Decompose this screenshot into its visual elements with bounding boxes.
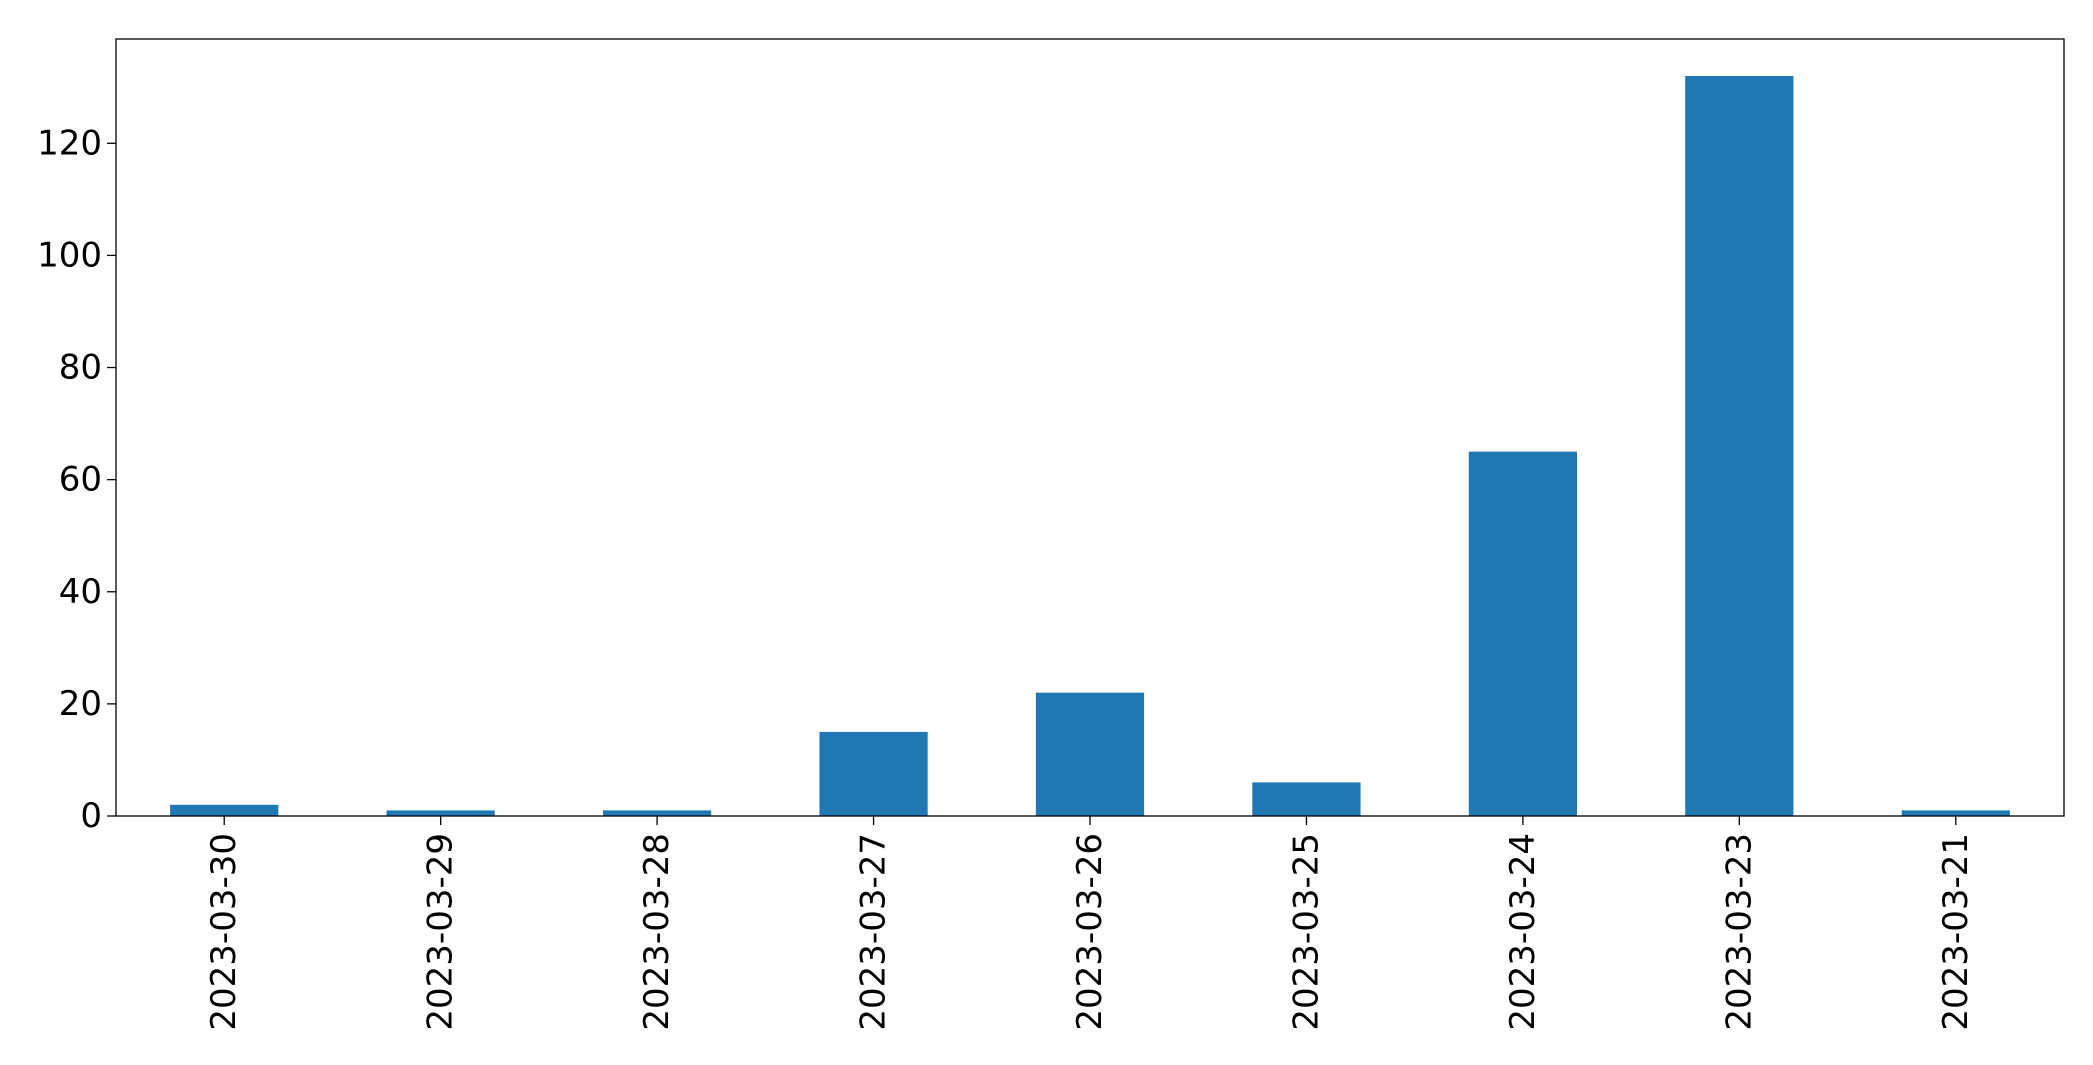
x-tick-label: 2023-03-27: [854, 833, 894, 1031]
y-tick-label: 40: [59, 572, 102, 612]
bar: [1252, 782, 1361, 816]
y-tick-label: 0: [80, 796, 102, 836]
bar: [603, 810, 712, 816]
x-tick-label: 2023-03-25: [1286, 833, 1326, 1031]
bar: [1035, 692, 1145, 816]
x-tick-label: 2023-03-24: [1503, 833, 1543, 1031]
x-tick-label: 2023-03-28: [637, 833, 677, 1031]
x-tick-label: 2023-03-21: [1936, 833, 1976, 1031]
bar: [1685, 76, 1794, 816]
bar: [1901, 810, 2010, 816]
x-tick-label: 2023-03-29: [421, 833, 461, 1031]
bars-layer: [170, 76, 2010, 816]
y-tick-label: 120: [37, 123, 102, 163]
y-axis: 0 20 40 60 80 100 120: [37, 123, 116, 836]
x-tick-label: 2023-03-30: [204, 833, 244, 1031]
bar: [386, 810, 495, 816]
bar: [819, 731, 928, 816]
y-tick-label: 80: [59, 348, 102, 388]
bar: [1468, 451, 1577, 816]
x-axis: 2023-03-30 2023-03-29 2023-03-28 2023-03-27…: [204, 816, 1976, 1031]
plot-frame: [115, 38, 2065, 817]
y-tick-label: 20: [59, 684, 102, 724]
y-tick-label: 60: [59, 460, 102, 500]
y-tick-label: 100: [37, 235, 102, 275]
bar: [170, 804, 279, 816]
x-tick-label: 2023-03-23: [1719, 833, 1759, 1031]
x-tick-label: 2023-03-26: [1070, 833, 1110, 1031]
